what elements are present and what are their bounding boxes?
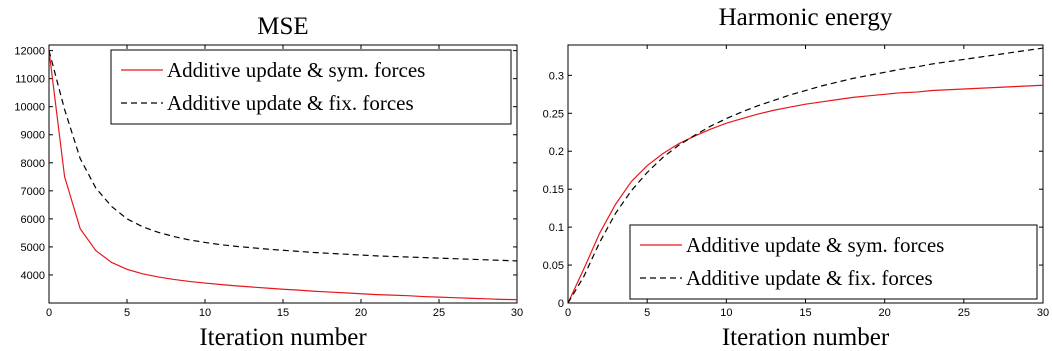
- legend-label: Additive update & fix. forces: [167, 91, 414, 115]
- x-tick-label: 15: [799, 307, 811, 319]
- x-tick-label: 10: [199, 307, 211, 319]
- legend: Additive update & sym. forces Additive up…: [111, 50, 511, 124]
- y-tick-label: 9000: [21, 130, 45, 142]
- x-tick-label: 15: [277, 307, 289, 319]
- y-tick-label: 5000: [21, 242, 45, 254]
- y-tick-label: 0.15: [543, 184, 564, 196]
- x-tick-label: 20: [355, 307, 367, 319]
- x-tick-label: 0: [565, 307, 571, 319]
- x-tick-label: 30: [511, 307, 523, 319]
- y-tick-label: 0.3: [549, 70, 564, 82]
- x-tick-label: 10: [720, 307, 732, 319]
- legend: Additive update & sym. forces Additive up…: [630, 225, 1037, 299]
- x-tick-label: 0: [46, 307, 52, 319]
- y-tick-label: 12000: [14, 46, 45, 58]
- x-tick-label: 30: [1037, 307, 1049, 319]
- x-axis-label: Iteration number: [199, 324, 367, 351]
- legend-label: Additive update & sym. forces: [686, 233, 944, 257]
- x-tick-label: 25: [433, 307, 445, 319]
- chart-title: MSE: [257, 13, 308, 40]
- legend-label: Additive update & sym. forces: [167, 58, 425, 82]
- y-tick-label: 4000: [21, 270, 45, 282]
- x-tick-label: 25: [958, 307, 970, 319]
- y-tick-label: 7000: [21, 186, 45, 198]
- mse-chart: MSE Iteration number 0 5 10 15 20 25 30 4000 5000 6…: [14, 13, 523, 351]
- y-tick-label: 6000: [21, 214, 45, 226]
- x-axis-label: Iteration number: [722, 324, 890, 351]
- y-tick-label: 0: [558, 298, 564, 310]
- y-tick-label: 11000: [15, 74, 45, 86]
- y-tick-label: 10000: [14, 102, 45, 114]
- x-tick-label: 5: [644, 307, 650, 319]
- y-tick-label: 8000: [21, 158, 45, 170]
- y-tick-label: 0.05: [543, 260, 564, 272]
- x-tick-label: 20: [879, 307, 891, 319]
- x-tick-label: 5: [124, 307, 130, 319]
- chart-title: Harmonic energy: [719, 4, 893, 31]
- y-tick-label: 0.2: [549, 146, 564, 158]
- harmonic-energy-chart: Harmonic energy Iteration number 0 5 10 15 20 2…: [543, 4, 1050, 351]
- y-tick-label: 0.1: [549, 222, 564, 234]
- legend-label: Additive update & fix. forces: [686, 266, 933, 290]
- y-tick-label: 0.25: [543, 108, 564, 120]
